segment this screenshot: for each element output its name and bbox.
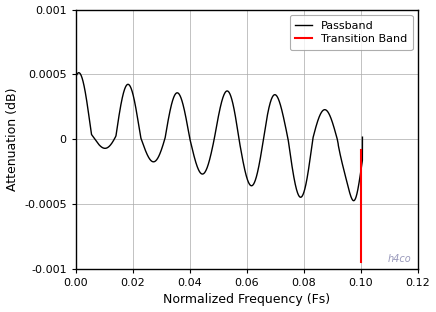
X-axis label: Normalized Frequency (Fs): Normalized Frequency (Fs): [164, 294, 330, 306]
Text: h4co: h4co: [388, 254, 411, 264]
Passband: [196, 168, 201, 172]
Passband: [76, 71, 82, 75]
Passband: [282, 118, 287, 122]
Transition Band: [358, 261, 364, 264]
Y-axis label: Attenuation (dB): Attenuation (dB): [6, 87, 19, 191]
Transition Band: [358, 148, 364, 151]
Passband: [360, 135, 365, 139]
Passband: [351, 199, 356, 202]
Passband: [337, 149, 342, 153]
Line: Passband: Passband: [76, 73, 362, 201]
Legend: Passband, Transition Band: Passband, Transition Band: [290, 15, 412, 50]
Passband: [209, 148, 215, 151]
Passband: [351, 199, 356, 202]
Passband: [73, 75, 78, 79]
Passband: [194, 162, 199, 166]
